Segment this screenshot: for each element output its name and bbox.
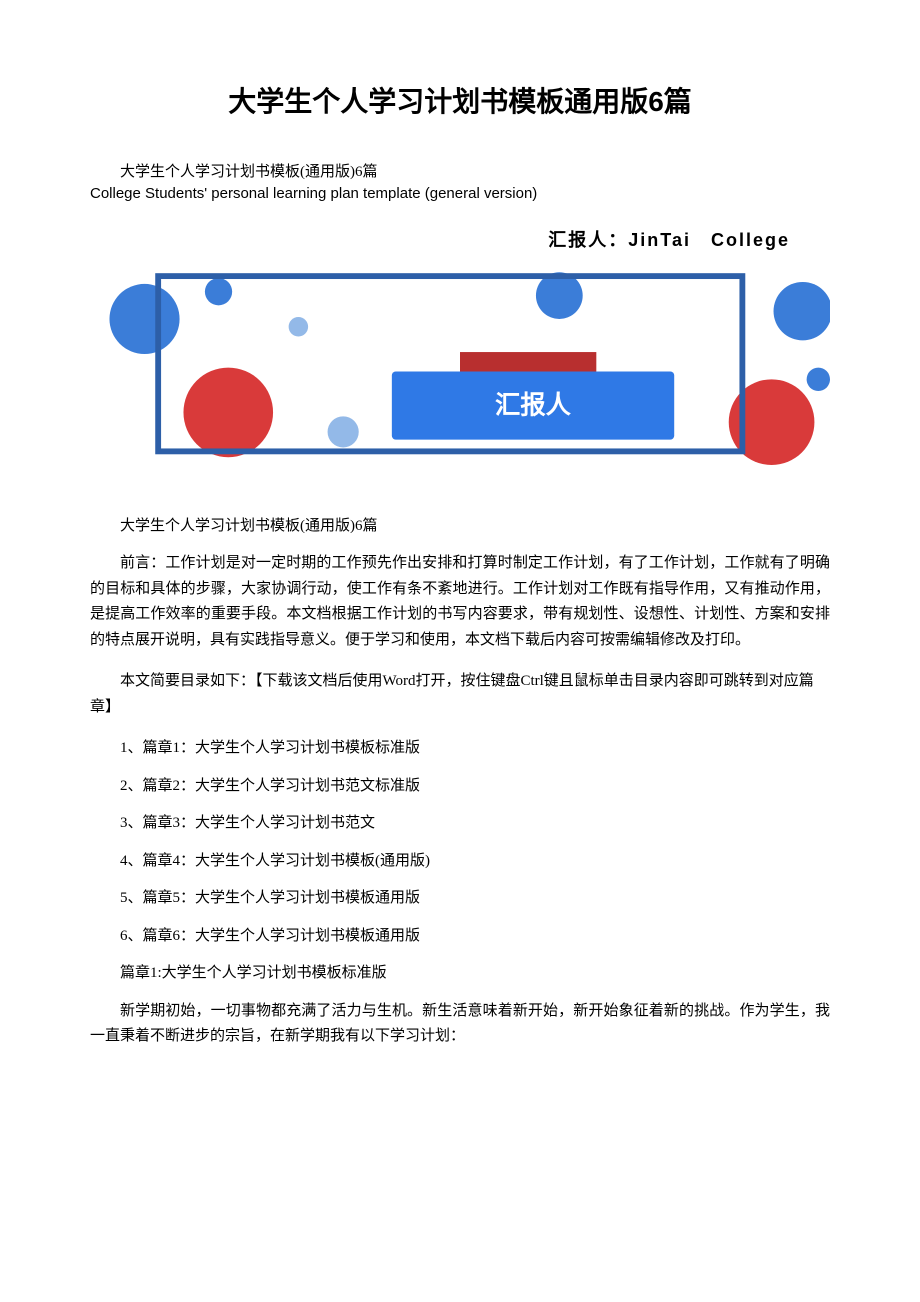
toc-item: 4、篇章4：大学生个人学习计划书模板(通用版) [90,849,830,875]
svg-text:汇报人: 汇报人 [495,391,572,420]
reporter-label: 汇报人：JinTai College [548,226,790,252]
section-label: 大学生个人学习计划书模板(通用版)6篇 [90,514,830,535]
toc-item: 5、篇章5：大学生个人学习计划书模板通用版 [90,886,830,912]
subtitle-english: College Students' personal learning plan… [90,185,830,202]
toc-item: 1、篇章1：大学生个人学习计划书模板标准版 [90,736,830,762]
toc-intro: 本文简要目录如下：【下载该文档后使用Word打开，按住键盘Ctrl键且鼠标单击目… [90,669,830,720]
toc-item: 3、篇章3：大学生个人学习计划书范文 [90,811,830,837]
chapter-1-paragraph: 新学期初始，一切事物都充满了活力与生机。新生活意味着新开始，新开始象征着新的挑战… [90,999,830,1050]
chapter-1-title: 篇章1:大学生个人学习计划书模板标准版 [90,961,830,987]
subtitle-chinese: 大学生个人学习计划书模板(通用版)6篇 [90,160,830,181]
page-title: 大学生个人学习计划书模板通用版6篇 [90,80,830,120]
preface-paragraph: 前言：工作计划是对一定时期的工作预先作出安排和打算时制定工作计划，有了工作计划，… [90,551,830,653]
toc-item: 6、篇章6：大学生个人学习计划书模板通用版 [90,924,830,950]
decorative-banner: 汇报人：JinTai College 汇报人 [90,214,830,494]
toc-list: 1、篇章1：大学生个人学习计划书模板标准版 2、篇章2：大学生个人学习计划书范文标… [90,736,830,949]
toc-item: 2、篇章2：大学生个人学习计划书范文标准版 [90,774,830,800]
banner-graphic: 汇报人 [90,214,830,494]
